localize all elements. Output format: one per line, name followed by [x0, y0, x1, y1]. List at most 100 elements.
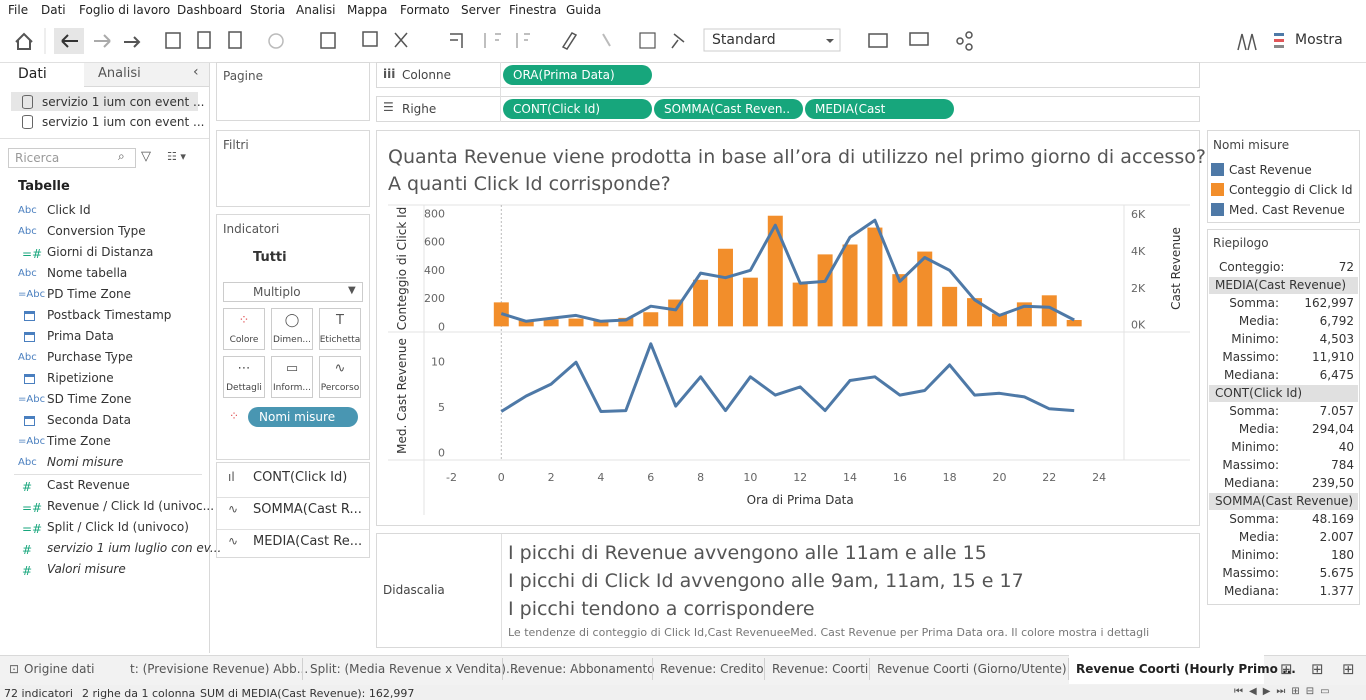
status-nav[interactable]: ⏮◀▶⏭⊞⊟▭ [1234, 686, 1336, 697]
data-source-tab[interactable]: Origine dati [24, 662, 95, 676]
legend-entry[interactable]: Cast Revenue [1229, 163, 1312, 177]
menu-item[interactable]: Analisi [296, 3, 336, 17]
sheet-tab[interactable]: Revenue: Credito [660, 662, 764, 676]
menu-item[interactable]: Foglio di lavoro [79, 3, 171, 17]
filter-icon[interactable]: ▽ [141, 149, 151, 164]
label-icon[interactable] [639, 32, 656, 49]
legend-swatch[interactable] [1211, 163, 1224, 176]
summary-section-bg [1209, 277, 1358, 294]
show-cards-icon[interactable] [868, 33, 888, 48]
pill[interactable]: MEDIA(Cast Revenue) [805, 99, 954, 119]
pill[interactable]: SOMMA(Cast Reven.. [654, 99, 803, 119]
menu-item[interactable]: Guida [566, 3, 602, 17]
field[interactable]: Time Zone [47, 434, 111, 448]
redo-icon[interactable] [124, 36, 141, 48]
pin-icon[interactable] [671, 33, 685, 49]
attach-icon[interactable] [602, 33, 611, 47]
field[interactable]: Postback Timestamp [47, 308, 172, 322]
mark-type-dropdown[interactable] [223, 282, 363, 302]
forward-icon[interactable] [94, 34, 111, 48]
marks-button[interactable] [223, 356, 265, 398]
menu-item[interactable]: Mappa [347, 3, 388, 17]
sidebar-tab[interactable]: Analisi [98, 66, 141, 81]
field[interactable]: servizio 1 ium luglio con ev... [47, 541, 222, 555]
menu-item[interactable]: Server [461, 3, 501, 17]
marks-button[interactable] [319, 308, 361, 350]
mark-card[interactable]: SOMMA(Cast R... [253, 502, 362, 517]
refresh-icon[interactable] [268, 33, 284, 49]
field[interactable]: Click Id [47, 203, 91, 217]
measure-names-pill[interactable]: Nomi misure [248, 407, 358, 427]
legend-swatch[interactable] [1211, 203, 1224, 216]
sidebar-tab[interactable]: Dati [18, 66, 47, 82]
home-icon[interactable] [15, 32, 33, 50]
menu-item[interactable]: Dati [41, 3, 66, 17]
data-source-icon: ⊡ [9, 662, 20, 676]
analysis-tab-bg [84, 63, 209, 87]
marks-button[interactable] [223, 308, 265, 350]
menu-item[interactable]: Storia [250, 3, 286, 17]
sheet-tab[interactable]: Revenue Coorti (Giorno/Utente) [877, 662, 1067, 676]
data-source[interactable]: servizio 1 ium con event ... [42, 95, 205, 109]
marks-button[interactable] [271, 308, 313, 350]
sheet-tab[interactable]: Revenue: Coorti [772, 662, 869, 676]
view-dropdown[interactable] [703, 28, 841, 52]
pause-icon[interactable] [228, 31, 242, 49]
field[interactable]: Prima Data [47, 329, 114, 343]
field[interactable]: PD Time Zone [47, 287, 132, 301]
marks-button[interactable] [319, 356, 361, 398]
field[interactable]: Nomi misure [47, 455, 124, 469]
show-me-button[interactable]: Mostra [1295, 32, 1343, 48]
new-source-icon[interactable] [197, 31, 211, 49]
new-sheet-button[interactable]: ⊞ [1280, 660, 1293, 678]
sheet-tab[interactable]: Split: (Media Revenue x Vendita)... [310, 662, 518, 676]
marks-all[interactable]: Tutti [253, 250, 287, 265]
field[interactable]: Giorni di Distanza [47, 245, 154, 259]
menu-item[interactable]: Finestra [509, 3, 557, 17]
menu-item[interactable]: Formato [400, 3, 450, 17]
field[interactable]: Revenue / Click Id (univoc... [47, 499, 215, 513]
sort-desc-icon[interactable] [516, 33, 530, 48]
legend-entry[interactable]: Med. Cast Revenue [1229, 203, 1345, 217]
view-mode[interactable]: Standard [712, 32, 776, 48]
field[interactable]: Nome tabella [47, 266, 128, 280]
show-me-icon[interactable] [1274, 33, 1284, 36]
sheet-tab[interactable]: t: (Previsione Revenue) Abb... [130, 662, 309, 676]
clear-icon[interactable] [394, 32, 408, 48]
pill[interactable]: CONT(Click Id) [503, 99, 652, 119]
data-source[interactable]: servizio 1 ium con event ... [42, 115, 205, 129]
save-icon[interactable] [165, 32, 181, 49]
search-placeholder[interactable]: Ricerca [15, 151, 60, 165]
field[interactable]: Seconda Data [47, 413, 131, 427]
binoculars-icon[interactable] [1237, 33, 1257, 51]
search-box[interactable] [8, 148, 136, 168]
new-sheet-button[interactable]: ⊞ [1311, 660, 1324, 678]
duplicate-icon[interactable] [362, 31, 378, 47]
swap-icon[interactable] [450, 33, 463, 48]
field[interactable]: Valori misure [47, 562, 126, 576]
mark-card[interactable]: MEDIA(Cast Re... [253, 534, 363, 549]
menu-item[interactable]: Dashboard [177, 3, 243, 17]
presentation-icon[interactable] [909, 32, 929, 46]
share-icon[interactable] [956, 37, 964, 45]
new-sheet-button[interactable]: ⊞ [1342, 660, 1355, 678]
pill[interactable]: ORA(Prima Data) [503, 65, 652, 85]
menu-item[interactable]: File [8, 3, 29, 17]
field[interactable]: Purchase Type [47, 350, 133, 364]
sheet-tab[interactable]: Revenue: Abbonamento [510, 662, 655, 676]
new-sheet-icon[interactable] [320, 32, 336, 49]
marks-button[interactable] [271, 356, 313, 398]
legend-entry[interactable]: Conteggio di Click Id [1229, 183, 1353, 197]
legend-swatch[interactable] [1211, 183, 1224, 196]
field[interactable]: Conversion Type [47, 224, 146, 238]
field[interactable]: Ripetizione [47, 371, 114, 385]
field[interactable]: Split / Click Id (univoco) [47, 520, 189, 534]
sort-asc-icon[interactable] [484, 33, 501, 48]
collapse-icon[interactable]: ‹ [193, 64, 199, 80]
view-list-icon[interactable]: ☷ ▾ [167, 150, 186, 163]
field[interactable]: Cast Revenue [47, 478, 130, 492]
mark-card[interactable]: CONT(Click Id) [253, 470, 348, 485]
sheet-tab[interactable]: Revenue Coorti (Hourly Primo ... [1076, 662, 1296, 676]
field[interactable]: SD Time Zone [47, 392, 132, 406]
highlight-icon[interactable] [561, 32, 578, 50]
